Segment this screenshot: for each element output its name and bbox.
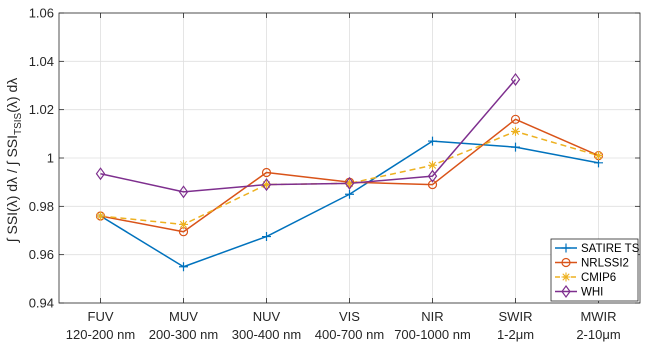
data-point-whi	[178, 185, 189, 199]
legend-marker	[561, 272, 571, 282]
x-tick-labels: FUV 120-200 nm MUV 200-300 nm NUV 300-400 nm V…	[66, 309, 621, 342]
legend-marker	[561, 284, 571, 299]
x-tick-label-range: 400-700 nm	[315, 327, 384, 342]
y-tick-label: 0.98	[29, 199, 54, 214]
data-point-whi	[344, 176, 355, 190]
y-axis-label-main: ∫ SSI(λ) dλ / ∫ SSI	[4, 135, 20, 243]
y-tick-label: 0.94	[29, 296, 54, 311]
x-tick-label-band: MUV	[169, 309, 198, 324]
data-point-satire-ts	[262, 232, 271, 242]
legend: SATIRE TS NRLSSI2 CMIP6 WHI	[550, 238, 640, 302]
legend-marker	[561, 257, 571, 268]
y-tick-label: 1.02	[29, 102, 54, 117]
data-point-nrlssi2	[261, 167, 272, 178]
data-point-satire-ts	[179, 262, 188, 272]
y-tick-labels: 0.94 0.96 0.98 1 1.02 1.04 1.06	[29, 6, 54, 311]
y-axis-label: ∫ SSI(λ) dλ / ∫ SSITSIS(λ) dλ	[4, 78, 24, 243]
legend-label: CMIP6	[581, 272, 616, 284]
x-tick-label-band: SWIR	[499, 309, 533, 324]
legend-marker	[561, 243, 571, 253]
legend-label: WHI	[581, 287, 603, 299]
y-axis-label-tail: (λ) dλ	[4, 78, 20, 113]
data-point-satire-ts	[428, 136, 437, 146]
x-tick-label-band: VIS	[339, 309, 360, 324]
y-tick-label: 1.06	[29, 6, 54, 21]
data-point-satire-ts	[511, 142, 520, 152]
x-tick-label-range: 120-200 nm	[66, 327, 135, 342]
axis-ticks	[59, 12, 640, 304]
legend-label: SATIRE TS	[581, 243, 640, 255]
legend-label: NRLSSI2	[581, 258, 629, 270]
data-point-nrlssi2	[427, 179, 438, 190]
data-point-cmip6	[179, 219, 188, 229]
data-point-cmip6	[511, 126, 520, 136]
y-tick-label: 1	[47, 151, 54, 166]
data-point-cmip6	[428, 160, 437, 170]
data-point-whi	[95, 167, 106, 181]
data-point-satire-ts	[345, 189, 354, 199]
x-tick-label-range: 200-300 nm	[149, 327, 218, 342]
data-point-cmip6	[96, 211, 105, 221]
data-point-cmip6	[345, 178, 354, 188]
series-markers	[95, 72, 604, 272]
x-tick-label-range: 700-1000 nm	[394, 327, 471, 342]
x-tick-label-band: NIR	[421, 309, 443, 324]
y-tick-label: 0.96	[29, 247, 54, 262]
x-tick-label-band: FUV	[88, 309, 114, 324]
data-point-cmip6	[262, 180, 271, 190]
data-point-whi	[427, 169, 438, 183]
x-tick-label-band: NUV	[253, 309, 281, 324]
x-tick-label-range: 300-400 nm	[232, 327, 301, 342]
x-tick-label-range: 2-10μm	[576, 327, 620, 342]
data-point-cmip6	[594, 151, 603, 161]
x-tick-label-band: MWIR	[580, 309, 616, 324]
data-point-whi	[510, 72, 521, 86]
y-tick-label: 1.04	[29, 54, 54, 69]
data-point-whi	[261, 178, 272, 192]
y-axis-label-subscript: TSIS	[13, 112, 24, 135]
series-line-whi	[100, 78, 517, 193]
data-point-nrlssi2	[510, 114, 521, 124]
x-tick-label-range: 1-2μm	[497, 327, 534, 342]
